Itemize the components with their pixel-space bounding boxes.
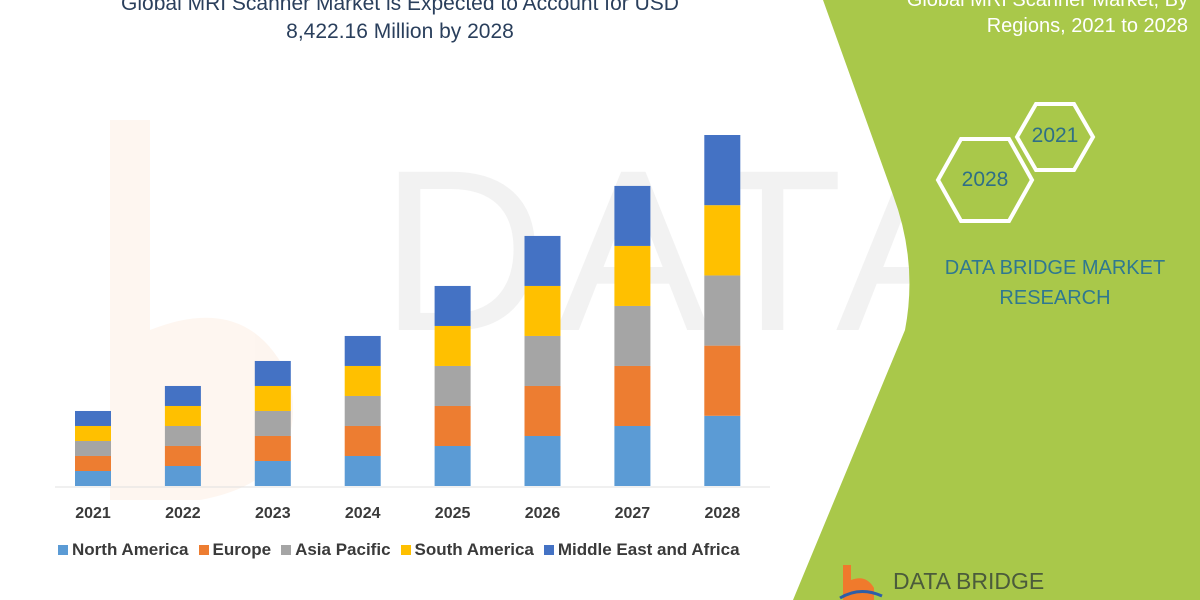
legend-swatch [281,545,292,555]
bar-segment-asia-pacific-2024 [344,395,381,426]
bar-segment-south-america-2025 [434,325,471,366]
bar-segment-asia-pacific-2021 [75,440,111,456]
legend-label: Europe [212,540,272,559]
bar-segment-middle-east-and-africa-2021 [75,410,111,426]
bar-segment-europe-2024 [344,425,381,456]
bar-segment-asia-pacific-2023 [254,410,291,436]
bar-segment-south-america-2022 [164,405,201,426]
bar-segment-middle-east-and-africa-2024 [344,335,381,366]
bar-segment-south-america-2028 [704,205,741,276]
green-panel [793,0,1200,600]
bar-segment-asia-pacific-2027 [614,305,651,366]
bar-segment-europe-2021 [75,455,111,471]
legend-item-middle-east-africa: Middle East and Africa [543,540,740,560]
bar-segment-middle-east-and-africa-2023 [254,360,291,386]
bar-segment-south-america-2023 [254,385,291,411]
x-tick-label-2021: 2021 [75,505,111,522]
bar-segment-north-america-2027 [614,425,651,486]
logo-text: DATA BRIDGE [893,568,1045,594]
bar-segment-asia-pacific-2022 [164,425,201,446]
legend-label: North America [72,540,189,559]
bar-segment-north-america-2025 [434,445,471,486]
bar-segment-north-america-2026 [524,435,561,486]
bar-segment-europe-2027 [614,365,651,426]
bar-segment-middle-east-and-africa-2022 [164,385,201,406]
legend-swatch [58,545,68,555]
bar-segment-europe-2028 [704,345,741,416]
bar-segment-asia-pacific-2026 [524,335,561,386]
bar-segment-south-america-2026 [524,285,561,336]
x-tick-label-2022: 2022 [165,505,201,522]
chart-title-line1: Global MRI Scanner Market is Expected to… [121,0,679,15]
bar-segment-middle-east-and-africa-2028 [704,135,741,206]
bar-segment-north-america-2023 [254,460,291,486]
bar-segment-middle-east-and-africa-2025 [434,285,471,326]
x-tick-label-2024: 2024 [345,505,381,522]
bars-layer [75,135,741,486]
bar-segment-north-america-2024 [344,455,381,486]
bar-segment-europe-2022 [164,445,201,466]
x-tick-label-2027: 2027 [615,505,651,522]
bar-segment-north-america-2022 [164,465,201,486]
legend-item-south-america: South America [400,540,534,560]
legend-swatch [198,545,209,555]
legend-label: Middle East and Africa [557,540,740,559]
bar-segment-asia-pacific-2025 [434,365,471,406]
legend-item-north-america: North America [58,540,189,560]
bar-segment-north-america-2028 [704,415,741,486]
x-tick-label-2026: 2026 [525,505,561,522]
panel-title-line1: Global MRI Scanner Market, By [906,0,1188,11]
legend-label: Asia Pacific [295,540,391,559]
bar-segment-middle-east-and-africa-2026 [524,235,561,286]
legend-item-europe: Europe [198,540,272,560]
bar-segment-south-america-2024 [344,365,381,396]
legend-label: South America [414,540,534,559]
x-tick-label-2025: 2025 [435,505,471,522]
x-tick-label-2023: 2023 [255,505,291,522]
bar-segment-asia-pacific-2028 [704,275,741,346]
logo-icon [839,565,883,600]
bar-segment-north-america-2021 [75,470,111,486]
bar-segment-middle-east-and-africa-2027 [614,185,651,246]
panel-title-line2: Regions, 2021 to 2028 [986,15,1188,37]
brand-line2: RESEARCH [999,287,1111,309]
hex-label-2028: 2028 [961,168,1009,191]
x-tick-label-2028: 2028 [705,505,741,522]
bar-segment-europe-2026 [524,385,561,436]
hexagon-2021 [1014,102,1096,172]
chart-title-line2: 8,422.16 Million by 2028 [286,20,514,43]
legend-swatch [543,545,554,555]
hex-label-2021: 2021 [1031,124,1079,147]
legend: North America Europe Asia Pacific South … [58,540,740,560]
legend-item-asia-pacific: Asia Pacific [281,540,391,560]
bar-segment-south-america-2021 [75,425,111,441]
bar-segment-south-america-2027 [614,245,651,306]
x-tick-labels: 2021 2022 2023 2024 2025 2026 2027 2028 [75,505,740,522]
legend-swatch [400,545,411,555]
brand-line1: DATA BRIDGE MARKET [944,257,1166,279]
bar-segment-europe-2025 [434,405,471,446]
hexagon-2028 [935,137,1035,223]
bar-segment-europe-2023 [254,435,291,461]
